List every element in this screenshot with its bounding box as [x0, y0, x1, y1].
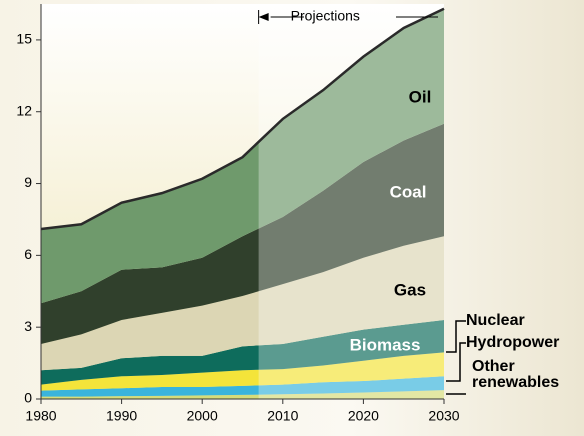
- y-tick-label: 12: [16, 102, 32, 118]
- series-label: Nuclear: [466, 312, 525, 329]
- x-tick-label: 2020: [348, 408, 379, 424]
- area: [41, 123, 444, 344]
- x-tick-label: 1990: [106, 408, 137, 424]
- area: [41, 8, 444, 304]
- x-tick-label: 2000: [187, 408, 218, 424]
- series-label: Oil: [409, 87, 432, 106]
- series-label: Hydropower: [466, 334, 560, 351]
- projection-region: [258, 4, 444, 399]
- annotation: Projections: [291, 8, 360, 24]
- series-label: Gas: [394, 280, 426, 299]
- connector: [446, 342, 466, 382]
- x-tick-label: 1980: [25, 408, 56, 424]
- y-tick-label: 9: [24, 174, 32, 190]
- series-label: Other renewables: [472, 358, 560, 391]
- area: [41, 376, 444, 397]
- total-line: [40, 7, 445, 231]
- area: [41, 236, 444, 371]
- area: [41, 390, 444, 399]
- series-label: Coal: [390, 182, 427, 201]
- y-tick-label: 3: [24, 318, 32, 334]
- y-tick-label: 6: [24, 246, 32, 262]
- arrow-head: [258, 13, 269, 21]
- x-tick-label: 2030: [428, 408, 459, 424]
- area: [41, 320, 444, 385]
- connector: [446, 320, 466, 353]
- y-tick-label: 15: [16, 31, 32, 47]
- x-tick-label: 2010: [267, 408, 298, 424]
- y-tick-label: 0: [24, 390, 32, 406]
- area: [41, 352, 444, 391]
- series-label: Biomass: [350, 335, 421, 354]
